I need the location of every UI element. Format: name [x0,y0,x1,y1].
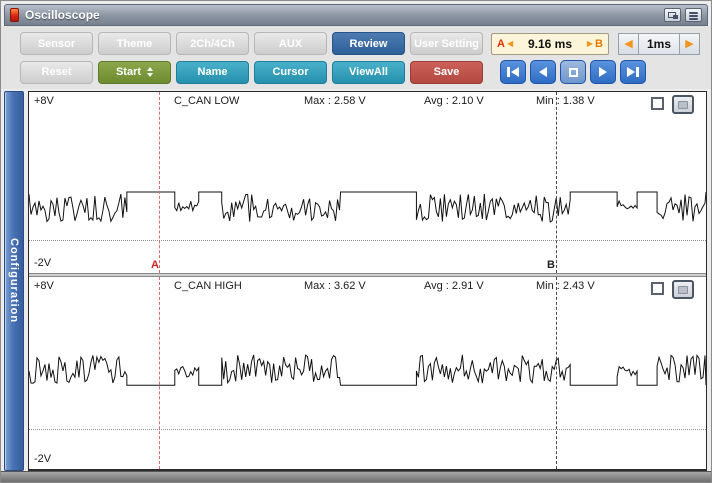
channel-2-reference-line [29,429,706,430]
configuration-tab-label: Configuration [8,238,20,324]
channel-2-min: Min : 2.43 V [536,280,595,292]
channel-1-focus-button[interactable] [672,95,694,114]
play-button[interactable] [590,60,616,84]
app-icon [10,8,19,22]
playback-controls [500,60,646,84]
shade-glyph-line [689,15,698,17]
cursor-a-line[interactable] [159,277,160,469]
step-back-button[interactable] [530,60,556,84]
configuration-tab[interactable]: Configuration [4,91,24,471]
name-button[interactable]: Name [176,60,249,84]
start-spinner-icon [147,67,154,77]
main-area: Configuration +8V C_CAN LOW Max : 2.58 V… [1,89,711,471]
channel-1-reference-line [29,240,706,241]
channel-1-checkbox[interactable] [651,97,664,110]
stop-button[interactable] [560,60,586,84]
shade-glyph-line [689,18,698,20]
skip-to-start-button[interactable] [500,60,526,84]
aux-button[interactable]: AUX [254,32,327,55]
channel-2-range-top: +8V [34,280,54,292]
cursor-a-line[interactable] [159,92,160,273]
cursor-b-label: B [547,259,555,271]
ab-left-arrow-icon: ◀ [506,39,514,48]
channel-1-c-can-low: +8V C_CAN LOW Max : 2.58 V Avg : 2.10 V … [29,92,706,273]
right-arrow-icon: ▶ [685,38,694,50]
channel-2-c-can-high: +8V C_CAN HIGH Max : 3.62 V Avg : 2.91 V… [29,277,706,469]
window-bottom-frame [1,471,711,482]
shade-window-icon[interactable] [685,8,702,22]
channel-2-range-bottom: -2V [34,453,52,465]
start-button-label: Start [115,66,142,78]
channel-2-checkbox[interactable] [651,282,664,295]
sensor-button[interactable]: Sensor [20,32,93,55]
toolbar-row-1: Sensor Theme 2Ch/4Ch AUX Review User Set… [20,32,708,55]
channel-1-name: C_CAN LOW [174,95,240,107]
channel-divider [29,273,706,277]
channel-1-max: Max : 2.58 V [304,95,366,107]
channel-1-avg: Avg : 2.10 V [424,95,484,107]
channel-1-range-top: +8V [34,95,54,107]
ab-time-field[interactable]: A ◀ 9.16 ms ▶ B [491,32,609,55]
channel-2-name: C_CAN HIGH [174,280,242,292]
left-arrow-icon: ◀ [624,38,633,50]
timebase-value: 1ms [638,33,680,54]
viewall-button[interactable]: ViewAll [332,60,405,84]
toolbar: Sensor Theme 2Ch/4Ch AUX Review User Set… [1,26,711,89]
cursor-button[interactable]: Cursor [254,60,327,84]
cursor-a-label: A [151,259,159,271]
toolbar-row-2: Reset Start Name Cursor ViewAll Save [20,60,708,84]
channel-2-avg: Avg : 2.91 V [424,280,484,292]
cursor-b-line[interactable] [556,92,557,273]
restore-glyph-inner [673,15,678,19]
ab-right-arrow-icon: ▶ [586,39,594,48]
user-setting-button[interactable]: User Setting [410,32,483,55]
cursor-a-marker: A [497,37,505,50]
reset-button[interactable]: Reset [20,60,93,84]
theme-button[interactable]: Theme [98,32,171,55]
channel-2-max: Max : 3.62 V [304,280,366,292]
save-button[interactable]: Save [410,60,483,84]
timebase-increase-button[interactable]: ▶ [680,33,699,54]
ab-time-value: 9.16 ms [527,36,573,51]
cursor-b-line[interactable] [556,277,557,469]
channel-1-waveform [29,191,706,223]
shade-glyph-line [689,12,698,14]
plot-area: +8V C_CAN LOW Max : 2.58 V Avg : 2.10 V … [28,91,707,471]
channel-1-range-bottom: -2V [34,257,52,269]
channel-1-min: Min : 1.38 V [536,95,595,107]
timebase-control: ◀ 1ms ▶ [618,32,700,55]
channel-2-focus-button[interactable] [672,280,694,299]
start-button[interactable]: Start [98,60,171,84]
review-button[interactable]: Review [332,32,405,55]
timebase-decrease-button[interactable]: ◀ [619,33,638,54]
channel-mode-button[interactable]: 2Ch/4Ch [176,32,249,55]
restore-window-icon[interactable] [664,8,681,22]
channel-2-waveform [29,353,706,386]
focus-glyph [678,100,688,109]
skip-to-end-button[interactable] [620,60,646,84]
focus-glyph [678,285,688,294]
cursor-b-marker: B [595,37,603,50]
window-title: Oscilloscope [25,8,100,22]
title-bar: Oscilloscope [4,4,708,26]
